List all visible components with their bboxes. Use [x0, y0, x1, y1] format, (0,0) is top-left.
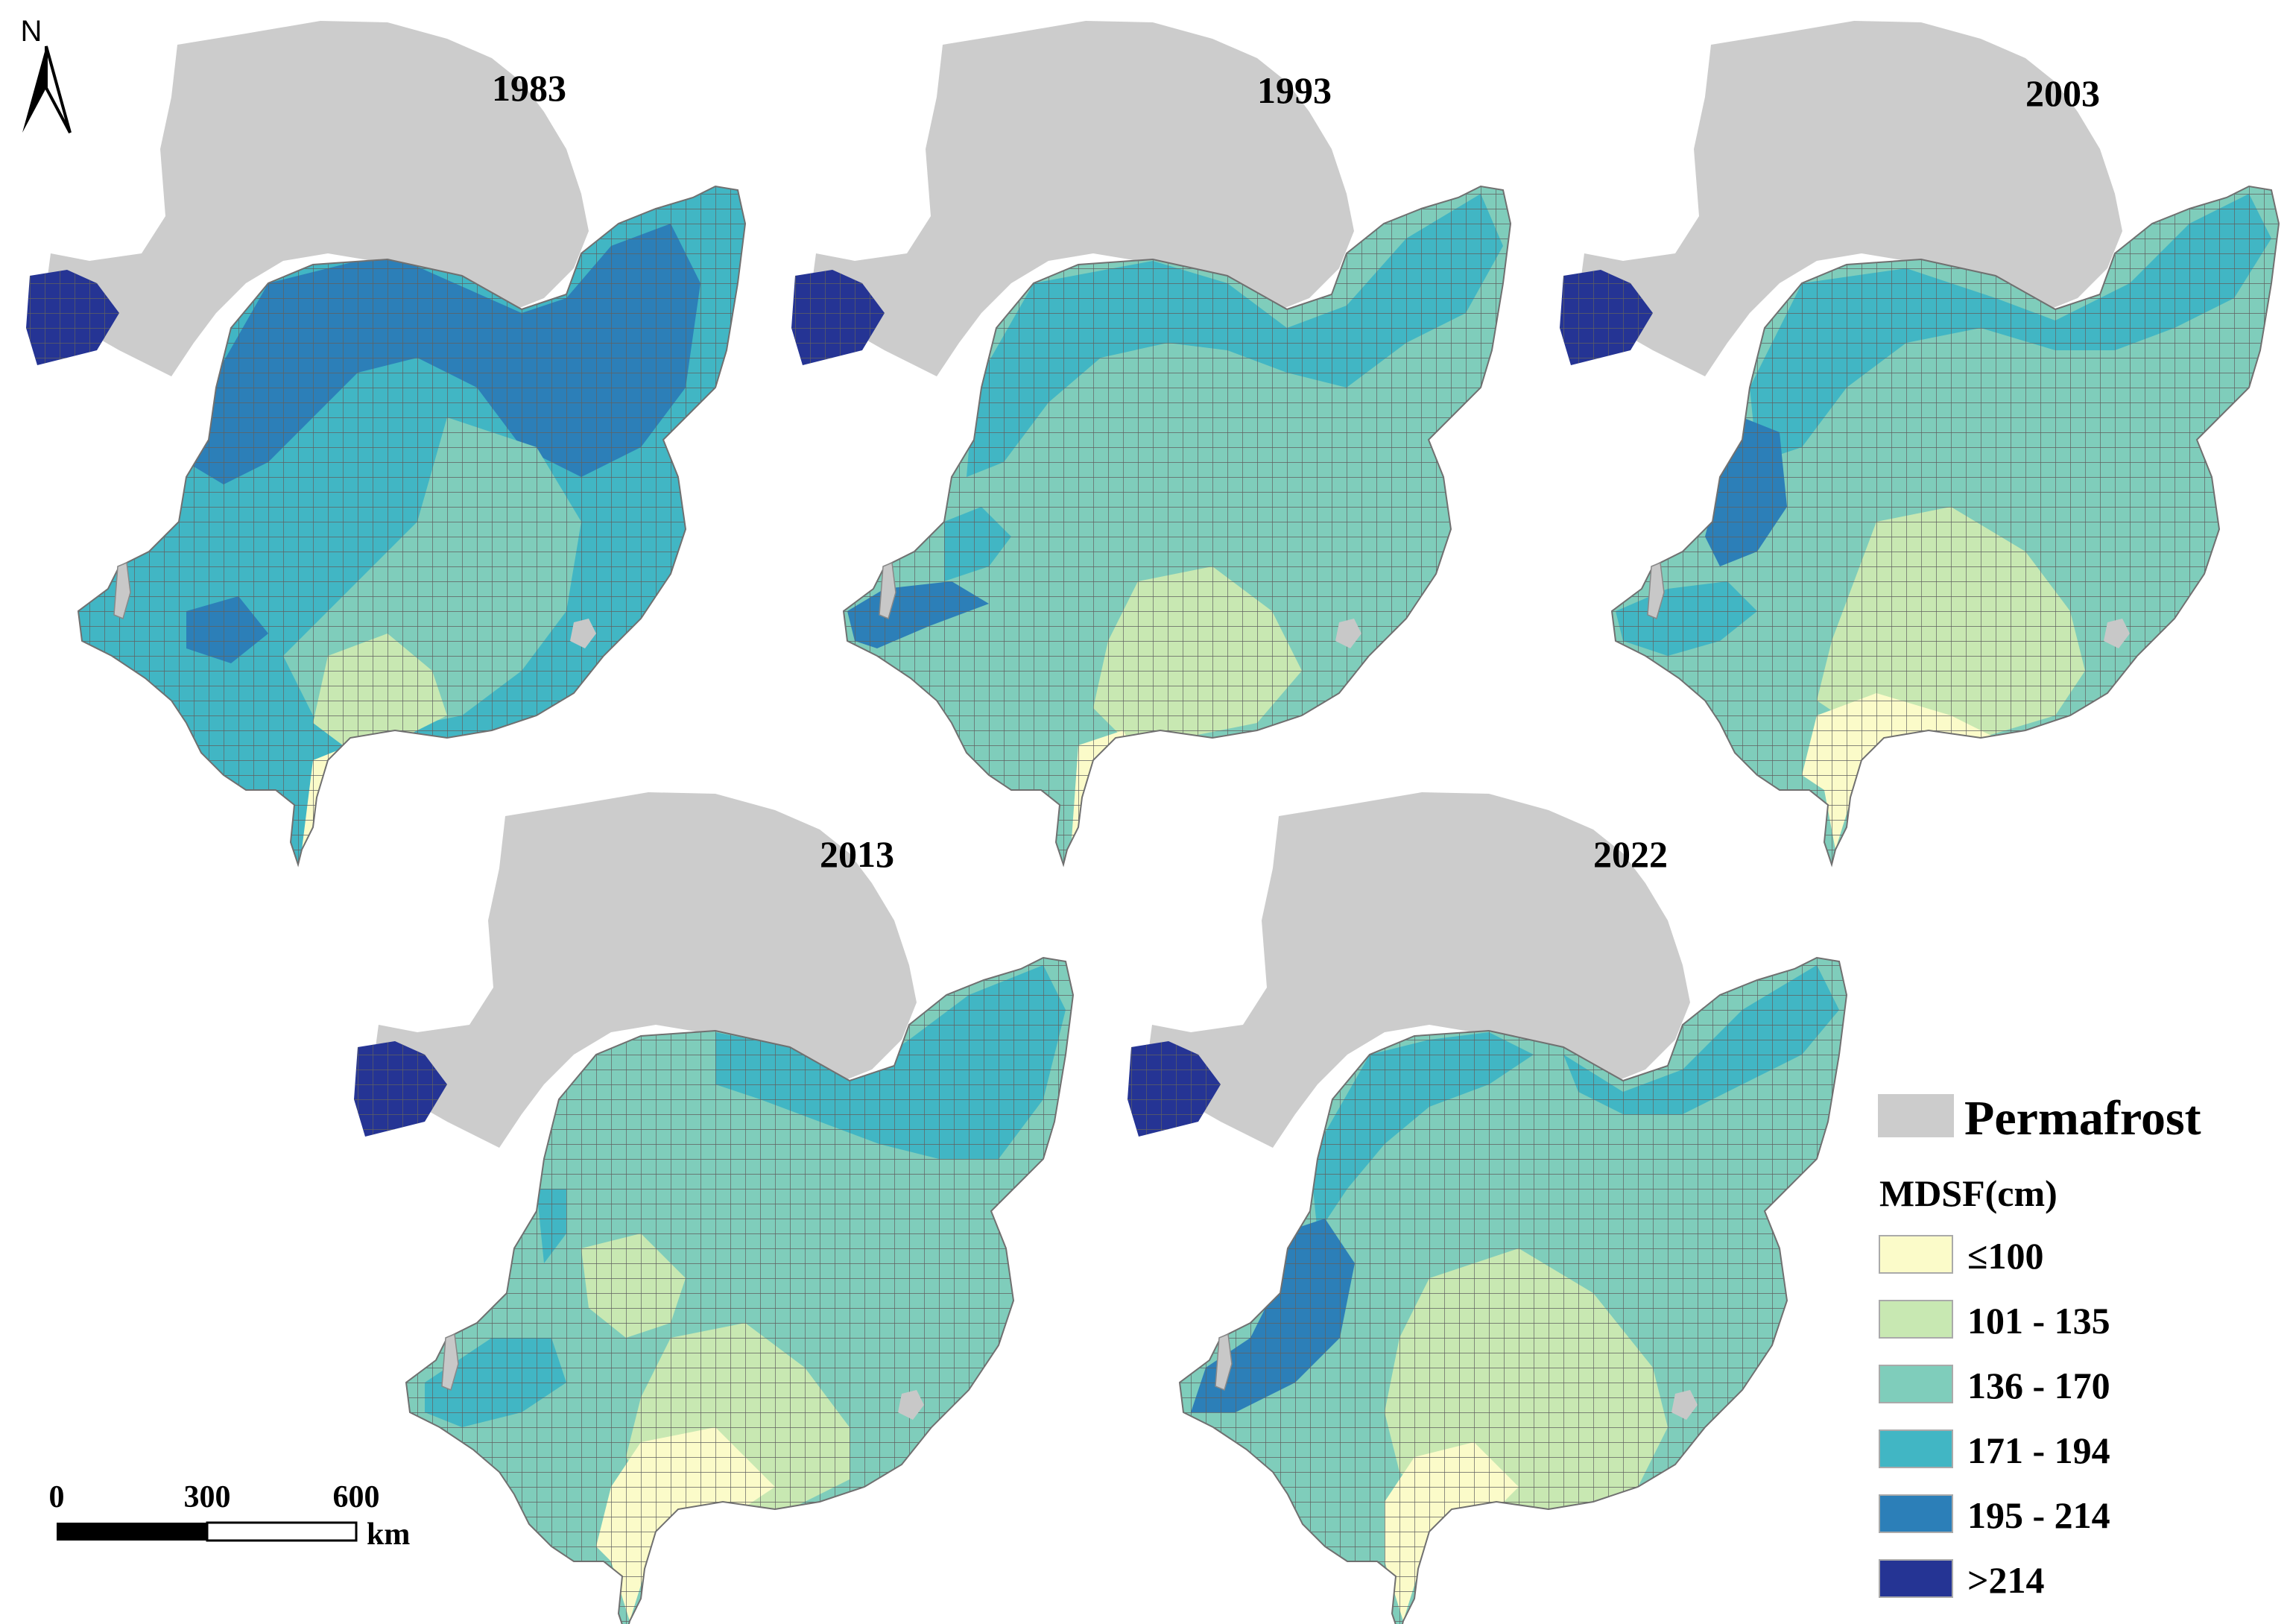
legend-swatch-3	[1879, 1429, 1953, 1468]
scale-unit: km	[367, 1517, 410, 1552]
legend-swatch-2	[1879, 1365, 1953, 1403]
year-label-2013: 2013	[820, 833, 894, 875]
legend-title: MDSF(cm)	[1879, 1172, 2057, 1214]
scale-bar-black-segment	[57, 1523, 207, 1541]
north-arrow-icon	[22, 46, 46, 133]
scale-label-0: 0	[49, 1480, 65, 1514]
north-arrow: N	[21, 15, 72, 133]
map-panel-2003	[1560, 21, 2280, 865]
year-label-2003: 2003	[2025, 72, 2100, 114]
legend-class-label-0: ≤100	[1967, 1235, 2043, 1277]
year-label-1983: 1983	[492, 67, 566, 109]
map-panel-2013	[354, 792, 1074, 1624]
legend-permafrost-label: Permafrost	[1964, 1091, 2201, 1146]
year-label-2022: 2022	[1593, 833, 1668, 875]
legend-swatch-1	[1879, 1300, 1953, 1339]
legend-class-label-3: 171 - 194	[1967, 1429, 2110, 1471]
scale-bar: 0 300 600 km	[49, 1480, 411, 1552]
legend-classes: ≤100 101 - 135 136 - 170 171 - 194 195 - 214…	[1879, 1235, 2110, 1601]
legend-permafrost-swatch	[1878, 1094, 1954, 1137]
scale-label-300: 300	[184, 1480, 231, 1514]
legend-class-label-4: 195 - 214	[1967, 1494, 2110, 1536]
map-panel-2022	[1127, 792, 1847, 1624]
map-panel-1993	[791, 21, 1511, 865]
legend: Permafrost MDSF(cm) ≤100 101 - 135 136 - 1…	[1878, 1091, 2201, 1601]
legend-swatch-4	[1879, 1494, 1953, 1533]
scale-bar-white-segment	[206, 1521, 358, 1542]
year-label-1993: 1993	[1257, 69, 1332, 111]
legend-swatch-5	[1879, 1559, 1953, 1598]
legend-swatch-0	[1879, 1235, 1953, 1274]
north-arrow-letter: N	[21, 15, 42, 48]
legend-class-label-1: 101 - 135	[1967, 1300, 2110, 1342]
scale-label-600: 600	[333, 1480, 380, 1514]
map-panel-1983	[26, 21, 746, 865]
legend-class-label-5: >214	[1967, 1559, 2045, 1601]
north-arrow-outline-icon	[45, 45, 72, 133]
legend-class-label-2: 136 - 170	[1967, 1365, 2110, 1406]
